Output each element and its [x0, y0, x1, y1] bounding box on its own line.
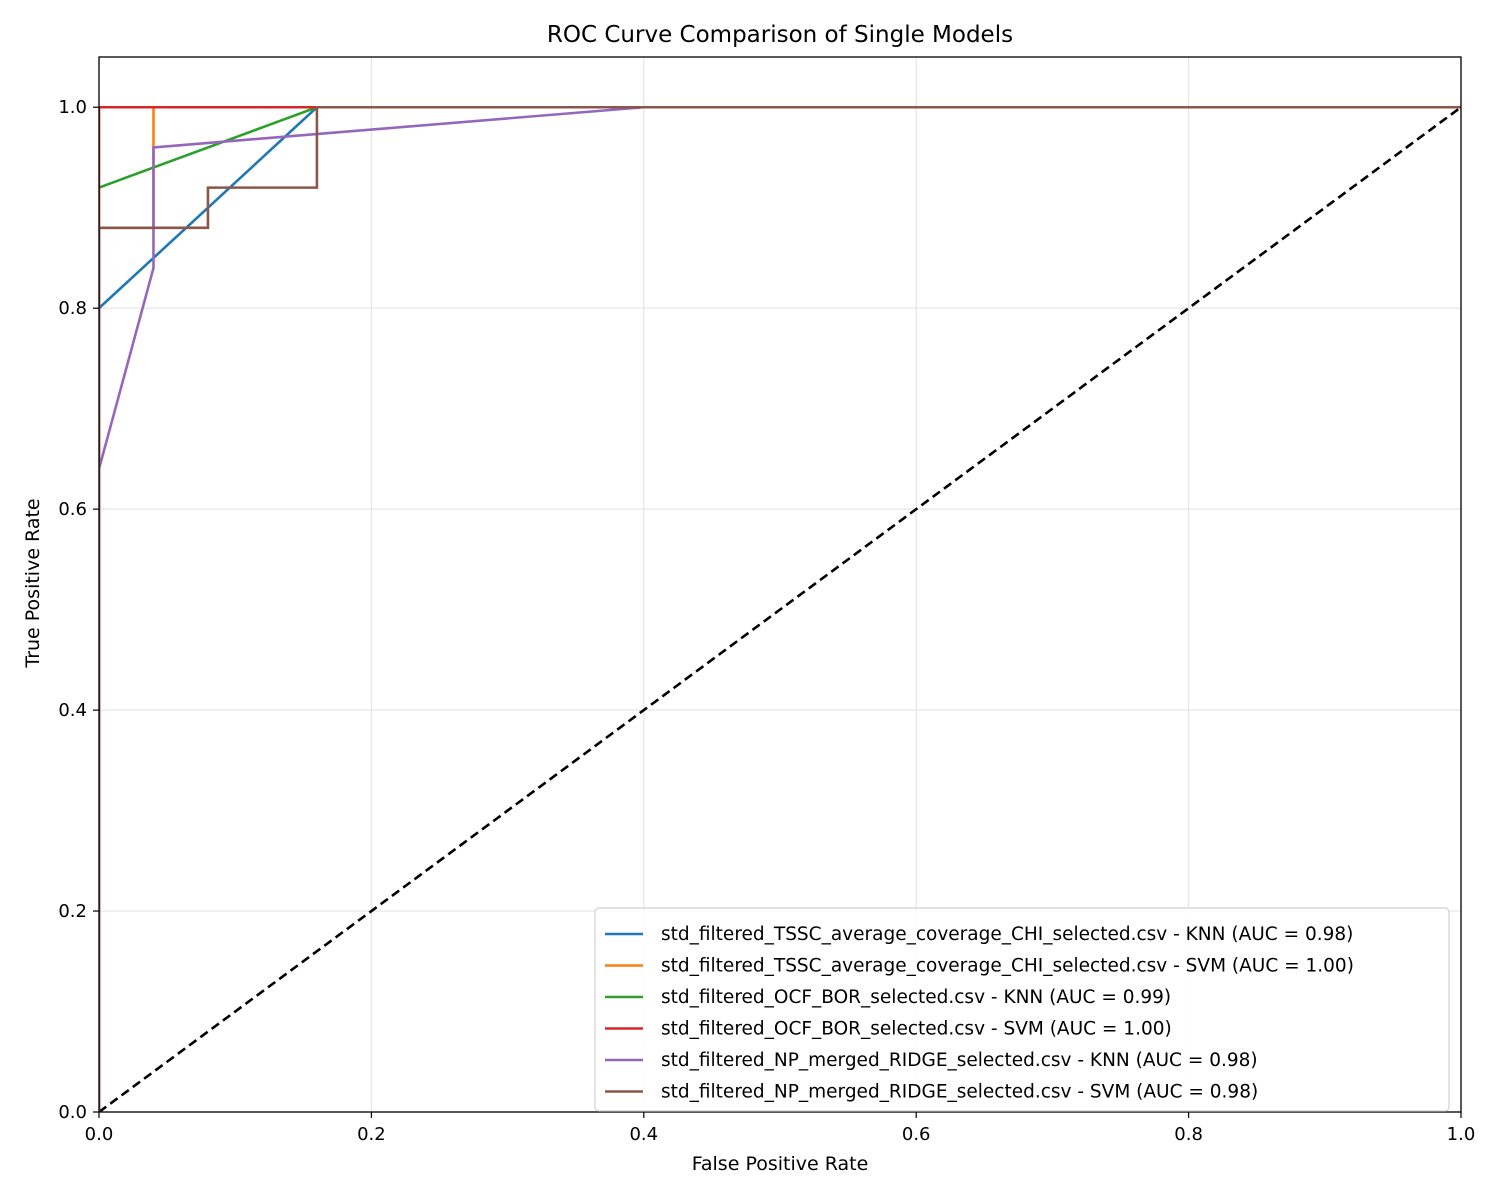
plot-frame	[98, 56, 1462, 1113]
series-line-5	[99, 105, 1461, 1112]
y-tick-label-3: 0.6	[58, 499, 87, 520]
x-tick-label-4: 0.8	[1174, 1124, 1203, 1145]
legend-entry-3: std_filtered_OCF_BOR_selected.csv - SVM …	[661, 1019, 1172, 1040]
y-tick-label-0: 0.0	[58, 1102, 87, 1123]
plot-area	[99, 105, 1461, 1112]
legend-entry-4: std_filtered_NP_merged_RIDGE_selected.cs…	[661, 1050, 1258, 1071]
legend-entry-5: std_filtered_NP_merged_RIDGE_selected.cs…	[661, 1082, 1258, 1103]
axes: 0.0 0.2 0.4 0.6 0.8 1.0 0.0 0.2 0.4 0.6 0.8 1.0	[58, 56, 1476, 1145]
x-tick-label-3: 0.6	[902, 1124, 931, 1145]
y-tick-label-1: 0.2	[58, 901, 87, 922]
legend-entry-2: std_filtered_OCF_BOR_selected.csv - KNN …	[661, 987, 1171, 1008]
x-axis-label: False Positive Rate	[692, 1153, 869, 1175]
y-tick-label-2: 0.4	[58, 700, 87, 721]
legend-entry-0: std_filtered_TSSC_average_coverage_CHI_s…	[661, 924, 1353, 945]
chart-title: ROC Curve Comparison of Single Models	[547, 22, 1013, 48]
x-tick-label-5: 1.0	[1447, 1124, 1476, 1145]
y-tick-label-4: 0.8	[58, 298, 87, 319]
legend-entry-1: std_filtered_TSSC_average_coverage_CHI_s…	[661, 956, 1354, 977]
reference-diagonal-line	[99, 106, 1461, 1112]
legend: std_filtered_TSSC_average_coverage_CHI_s…	[594, 907, 1450, 1112]
grid-lines	[98, 57, 1462, 1113]
series-group	[99, 105, 1461, 1112]
x-tick-label-0: 0.0	[85, 1124, 114, 1145]
y-axis-label: True Positive Rate	[22, 498, 44, 668]
x-tick-label-1: 0.2	[357, 1124, 386, 1145]
legend-box	[594, 907, 1450, 1112]
y-tick-label-5: 1.0	[58, 97, 87, 118]
x-tick-label-2: 0.4	[629, 1124, 658, 1145]
